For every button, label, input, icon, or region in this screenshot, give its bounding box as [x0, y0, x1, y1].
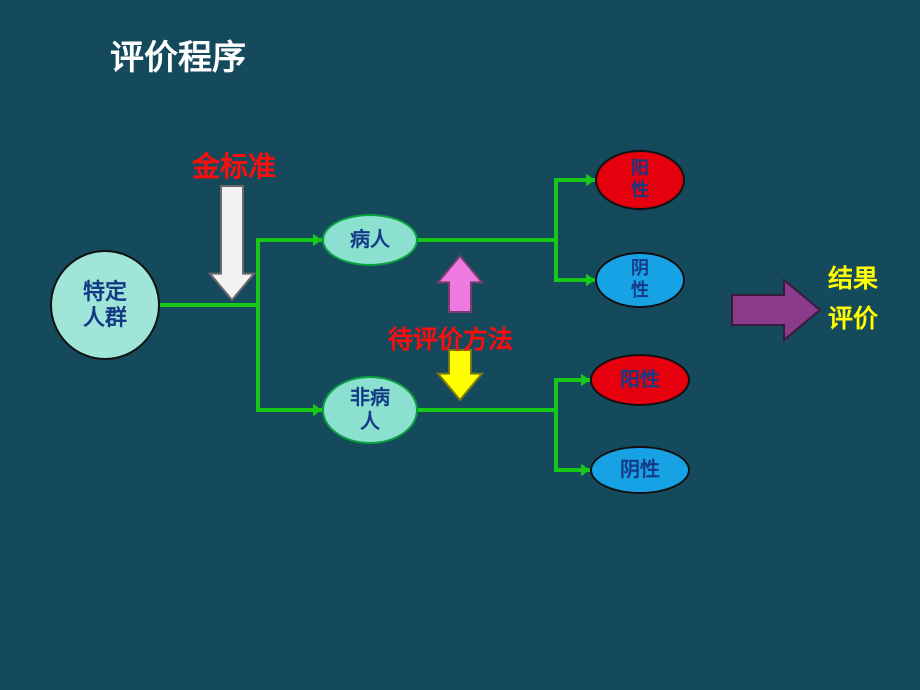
node-pos-top-label: 阳性 [631, 158, 649, 201]
node-neg-bot: 阴性 [590, 446, 690, 494]
arrow-method-up [438, 256, 482, 312]
label-gold-standard: 金标准 [192, 145, 276, 185]
node-pos-bot: 阳性 [590, 354, 690, 406]
page-title: 评价程序 [110, 30, 246, 79]
node-population: 特定人群 [50, 250, 160, 360]
node-neg-bot-label: 阴性 [620, 458, 660, 482]
node-neg-top: 阴性 [595, 252, 685, 308]
arrow-method-down [438, 350, 482, 400]
node-pos-bot-label: 阳性 [620, 368, 660, 392]
node-population-label: 特定人群 [83, 279, 127, 332]
node-neg-top-label: 阴性 [631, 258, 649, 301]
node-patient-label: 病人 [350, 228, 390, 252]
node-patient: 病人 [322, 214, 418, 266]
arrow-gold-arrow [210, 186, 254, 300]
node-pos-top: 阳性 [595, 150, 685, 210]
node-non-patient-label: 非病人 [350, 386, 390, 434]
label-method: 待评价方法 [388, 320, 513, 356]
arrow-result-arrow [732, 280, 820, 340]
label-result-evaluate: 结果评价 [828, 260, 878, 340]
node-non-patient: 非病人 [322, 376, 418, 444]
